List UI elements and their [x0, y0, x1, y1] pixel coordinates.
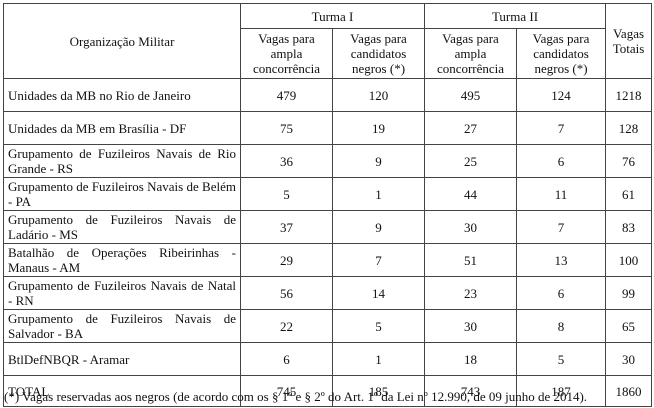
turma1-ampla-cell: 745 — [240, 375, 333, 407]
turma2-ampla-cell: 30 — [424, 309, 517, 343]
turma2-ampla-cell: 30 — [424, 210, 517, 244]
header-row-top: Organização Militar Turma I Turma II Vag… — [3, 3, 653, 79]
table-row: BtlDefNBQR - Aramar 6 1 18 5 30 — [3, 342, 653, 376]
turma1-negros-cell: 1 — [332, 342, 425, 376]
turma2-negros-cell: 187 — [515, 375, 607, 407]
org-cell: Grupamento de Fuzileiros Navais de Belém… — [3, 177, 241, 211]
header-org: Organização Militar — [3, 3, 241, 79]
total-cell: 100 — [605, 243, 653, 277]
org-cell: Grupamento de Fuzileiros Navais de Rio G… — [3, 144, 241, 178]
turma1-ampla-cell: 479 — [240, 78, 333, 112]
total-row: TOTAL 745 185 743 187 1860 — [3, 375, 653, 407]
turma1-negros-cell: 5 — [332, 309, 425, 343]
turma2-ampla-cell: 25 — [424, 144, 517, 178]
turma2-negros-cell: 11 — [515, 177, 607, 211]
org-cell: Batalhão de Operações Ribeirinhas - Mana… — [3, 243, 241, 277]
table-row: Grupamento de Fuzileiros Navais de Natal… — [3, 276, 653, 310]
header-t1-negros: Vagas para candidatos negros (*) — [332, 28, 425, 79]
header-t2-negros: Vagas para candidatos negros (*) — [515, 28, 607, 79]
org-cell: Grupamento de Fuzileiros Navais de Natal… — [3, 276, 241, 310]
turma2-negros-cell: 8 — [515, 309, 607, 343]
org-cell: Unidades da MB em Brasília - DF — [3, 111, 241, 145]
table-row: Grupamento de Fuzileiros Navais de Belém… — [3, 177, 653, 211]
total-cell: 128 — [605, 111, 653, 145]
turma2-negros-cell: 6 — [515, 144, 607, 178]
table-row: Grupamento de Fuzileiros Navais de Salva… — [3, 309, 653, 343]
turma1-negros-cell: 1 — [332, 177, 425, 211]
turma2-ampla-cell: 44 — [424, 177, 517, 211]
table-row: Unidades da MB no Rio de Janeiro 479 120… — [3, 78, 653, 112]
total-cell: 1860 — [605, 375, 653, 407]
total-cell: 76 — [605, 144, 653, 178]
total-cell: 65 — [605, 309, 653, 343]
total-cell: 61 — [605, 177, 653, 211]
turma2-ampla-cell: 51 — [424, 243, 517, 277]
turma2-ampla-cell: 495 — [424, 78, 517, 112]
turma2-negros-cell: 6 — [515, 276, 607, 310]
turma2-negros-cell: 7 — [515, 210, 607, 244]
header-row-sub: Vagas para ampla concorrência Vagas para… — [4, 28, 652, 79]
turma2-ampla-cell: 743 — [424, 375, 517, 407]
org-cell: Unidades da MB no Rio de Janeiro — [3, 78, 241, 112]
table-row: Batalhão de Operações Ribeirinhas - Mana… — [3, 243, 653, 277]
turma2-negros-cell: 13 — [515, 243, 607, 277]
turma1-ampla-cell: 75 — [240, 111, 333, 145]
turma1-ampla-cell: 5 — [240, 177, 333, 211]
turma2-negros-cell: 124 — [515, 78, 607, 112]
org-cell: BtlDefNBQR - Aramar — [3, 342, 241, 376]
turma1-ampla-cell: 29 — [240, 243, 333, 277]
total-cell: 1218 — [605, 78, 653, 112]
turma2-ampla-cell: 23 — [424, 276, 517, 310]
footnote: (*) Vagas reservadas aos negros (de acor… — [4, 389, 588, 404]
total-cell: 30 — [605, 342, 653, 376]
header-t2-ampla: Vagas para ampla concorrência — [424, 28, 517, 79]
turma1-negros-cell: 14 — [332, 276, 425, 310]
turma1-negros-cell: 120 — [332, 78, 425, 112]
total-cell: 99 — [605, 276, 653, 310]
table-row: Grupamento de Fuzileiros Navais de Rio G… — [3, 144, 653, 178]
turma1-ampla-cell: 22 — [240, 309, 333, 343]
header-total: Vagas Totais — [605, 3, 653, 79]
turma1-ampla-cell: 56 — [240, 276, 333, 310]
header-turma-2: Turma II — [423, 3, 607, 29]
turma2-negros-cell: 5 — [515, 342, 607, 376]
header-t1-ampla: Vagas para ampla concorrência — [240, 28, 333, 79]
turma1-negros-cell: 185 — [332, 375, 425, 407]
table-row: Grupamento de Fuzileiros Navais de Ladár… — [3, 210, 653, 244]
vacancy-table: Organização Militar Turma I Turma II Vag… — [3, 3, 653, 407]
total-cell: 83 — [605, 210, 653, 244]
turma2-ampla-cell: 18 — [424, 342, 517, 376]
turma1-negros-cell: 9 — [332, 144, 425, 178]
turma2-negros-cell: 7 — [515, 111, 607, 145]
turma1-ampla-cell: 37 — [240, 210, 333, 244]
turma1-negros-cell: 19 — [332, 111, 425, 145]
header-turma-1: Turma I — [240, 3, 425, 29]
turma1-negros-cell: 9 — [332, 210, 425, 244]
turma1-negros-cell: 7 — [332, 243, 425, 277]
org-cell: Grupamento de Fuzileiros Navais de Salva… — [3, 309, 241, 343]
table-row: Unidades da MB em Brasília - DF 75 19 27… — [3, 111, 653, 145]
turma2-ampla-cell: 27 — [424, 111, 517, 145]
turma1-ampla-cell: 6 — [240, 342, 333, 376]
org-cell: Grupamento de Fuzileiros Navais de Ladár… — [3, 210, 241, 244]
turma1-ampla-cell: 36 — [240, 144, 333, 178]
